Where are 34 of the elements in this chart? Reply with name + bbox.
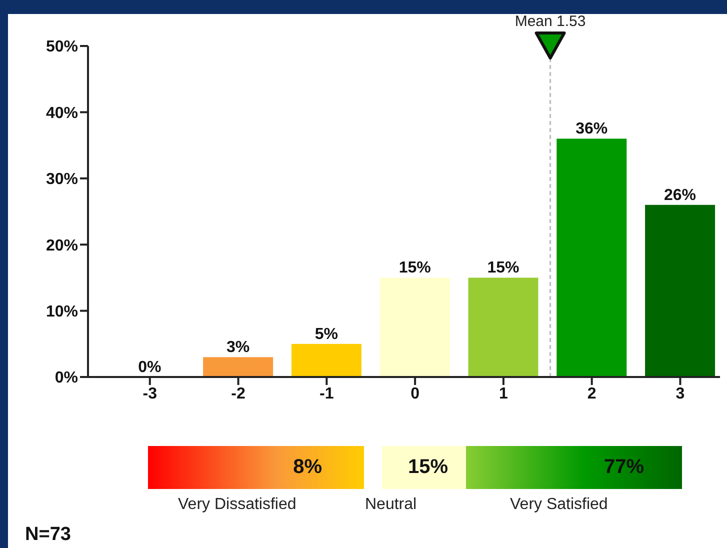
- data-label: 0%: [138, 359, 162, 376]
- text: Neutral: [365, 496, 417, 514]
- y-tick-label: 30%: [46, 171, 78, 188]
- x-tick-label: 1: [498, 385, 508, 402]
- y-tick-label: 10%: [46, 303, 78, 320]
- x-tick-label: -1: [320, 385, 334, 402]
- x-tick-label: 3: [676, 385, 685, 402]
- text: Very Dissatisfied: [178, 496, 296, 514]
- y-tick-label: 50%: [46, 38, 78, 56]
- x-tick-label: -3: [142, 385, 158, 402]
- y-tick-label: 20%: [46, 237, 78, 254]
- text: Very Satisfied: [510, 496, 608, 514]
- x-tick-label: -2: [231, 385, 246, 402]
- text: 8%: [148, 446, 364, 489]
- y-tick-label: 0%: [54, 370, 78, 387]
- data-label: 36%: [576, 120, 608, 138]
- y-tick-label: 40%: [46, 104, 78, 122]
- bar: [556, 138, 627, 377]
- bar: [380, 278, 450, 377]
- x-tick-label: 2: [587, 385, 596, 402]
- data-label: 15%: [398, 260, 431, 277]
- data-label: 5%: [314, 326, 338, 343]
- x-tick-label: 0: [410, 385, 420, 402]
- bar: [468, 278, 538, 377]
- data-label: 26%: [664, 186, 696, 204]
- bar: [645, 204, 716, 377]
- bar: [291, 344, 362, 377]
- data-label: 3%: [226, 339, 250, 356]
- bar: [203, 357, 274, 377]
- ref-line-label: Mean 1.53: [514, 13, 586, 30]
- text: N=73: [25, 524, 71, 546]
- data-label: 15%: [487, 260, 520, 277]
- text: 77%: [466, 446, 682, 489]
- text: 15%: [408, 455, 450, 480]
